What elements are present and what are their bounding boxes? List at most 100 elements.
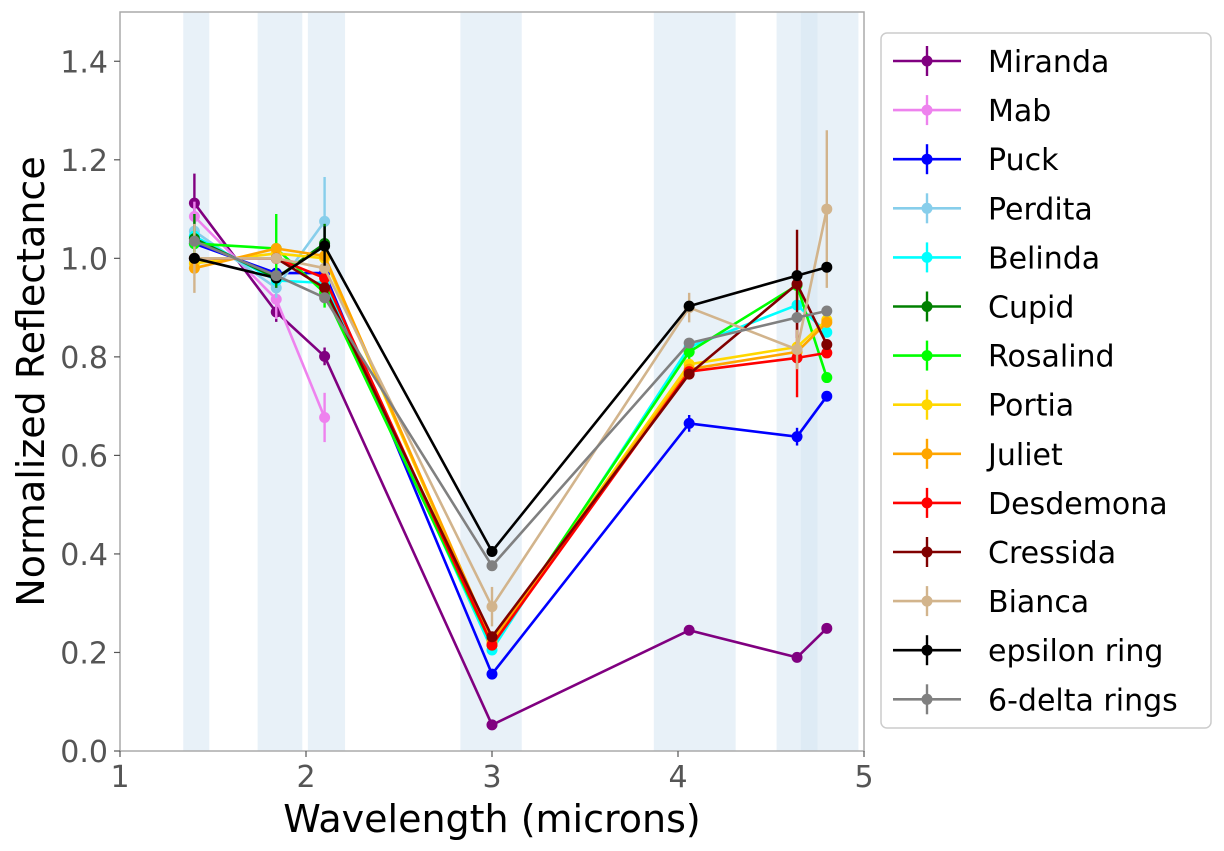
legend-swatch-marker	[921, 497, 933, 509]
data-point	[486, 545, 498, 557]
y-axis-label: Normalized Reflectance	[9, 156, 53, 606]
legend-swatch-marker	[921, 399, 933, 411]
legend-item-epsilon-ring: epsilon ring	[893, 634, 1163, 669]
legend-label: Desdemona	[988, 487, 1168, 522]
data-point	[791, 343, 803, 355]
legend-swatch-marker	[921, 153, 933, 165]
legend-item-desdemona: Desdemona	[893, 487, 1168, 522]
legend-item-miranda: Miranda	[893, 45, 1109, 80]
x-tick-label: 5	[854, 760, 873, 795]
x-tick-label: 1	[110, 760, 129, 795]
legend-item-cupid: Cupid	[893, 291, 1074, 326]
shaded-band-1	[183, 12, 210, 751]
legend-item-portia: Portia	[893, 389, 1074, 424]
legend-item-bianca: Bianca	[893, 585, 1089, 620]
legend-swatch-marker	[921, 350, 933, 362]
data-point	[791, 651, 803, 663]
data-point	[821, 316, 833, 328]
data-point	[319, 240, 331, 252]
data-point	[791, 278, 803, 290]
legend-label: Belinda	[988, 241, 1100, 276]
x-axis-ticks: 1 2 3 4 5	[110, 751, 874, 795]
legend-swatch-marker	[921, 55, 933, 67]
legend-item-juliet: Juliet	[893, 438, 1063, 473]
legend-label: Cressida	[988, 536, 1116, 571]
y-tick-label: 1.4	[60, 45, 108, 80]
legend-label: Perdita	[988, 192, 1093, 227]
legend-item-mab: Mab	[893, 94, 1051, 129]
data-point	[486, 668, 498, 680]
data-point	[683, 417, 695, 429]
data-point	[188, 252, 200, 264]
series-6-delta-rings	[188, 235, 833, 572]
data-point	[270, 270, 282, 282]
y-tick-label: 1.0	[60, 242, 108, 277]
data-point	[486, 601, 498, 613]
data-point	[319, 411, 331, 423]
legend-swatch-marker	[921, 251, 933, 263]
legend-swatch-marker	[921, 595, 933, 607]
data-point	[821, 390, 833, 402]
legend-label: 6-delta rings	[988, 683, 1178, 718]
legend-swatch-marker	[921, 448, 933, 460]
legend-label: Portia	[988, 389, 1074, 424]
legend-item-cressida: Cressida	[893, 536, 1116, 571]
data-point	[270, 252, 282, 264]
data-point	[683, 346, 695, 358]
shaded-band-3	[307, 12, 346, 751]
y-tick-label: 0.8	[60, 341, 108, 376]
x-tick-label: 2	[296, 760, 315, 795]
data-point	[486, 719, 498, 731]
shaded-band-4	[460, 12, 522, 751]
legend-label: Mab	[988, 94, 1051, 129]
data-point	[683, 337, 695, 349]
data-point	[683, 624, 695, 636]
legend-swatch-marker	[921, 693, 933, 705]
legend-swatch-marker	[921, 546, 933, 558]
legend-label: epsilon ring	[988, 634, 1163, 669]
legend-swatch-marker	[921, 202, 933, 214]
data-point	[188, 235, 200, 247]
data-point	[270, 293, 282, 305]
legend: Miranda Mab Puck Perdita Belinda Cupid Rosalin…	[880, 32, 1212, 729]
legend-swatch-marker	[921, 104, 933, 116]
y-axis-ticks: 0.0 0.2 0.4 0.6 0.8 1.0 1.2 1.4	[60, 45, 120, 770]
data-point	[821, 305, 833, 317]
x-tick-label: 4	[668, 760, 687, 795]
legend-label: Juliet	[986, 438, 1063, 473]
shaded-band-7	[800, 12, 818, 751]
legend-label: Puck	[988, 143, 1059, 178]
legend-label: Miranda	[988, 45, 1109, 80]
data-point	[821, 326, 833, 338]
data-point	[791, 431, 803, 443]
data-point	[319, 292, 331, 304]
shaded-band-2	[257, 12, 303, 751]
data-point	[319, 215, 331, 227]
legend-label: Bianca	[988, 585, 1089, 620]
legend-item-rosalind: Rosalind	[893, 340, 1115, 375]
data-point	[791, 311, 803, 323]
y-tick-label: 0.2	[60, 636, 108, 671]
data-point	[683, 300, 695, 312]
series-group	[188, 130, 833, 731]
data-point	[486, 631, 498, 643]
data-point	[319, 262, 331, 274]
legend-label: Rosalind	[988, 340, 1115, 375]
data-point	[821, 622, 833, 634]
data-point	[486, 560, 498, 572]
legend-box	[880, 32, 1212, 729]
y-tick-label: 0.0	[60, 735, 108, 770]
data-point	[791, 270, 803, 282]
data-point	[821, 261, 833, 273]
data-point	[319, 350, 331, 362]
legend-item-puck: Puck	[893, 143, 1059, 178]
y-tick-label: 1.2	[60, 144, 108, 179]
legend-swatch-marker	[921, 301, 933, 312]
data-point	[319, 282, 331, 294]
x-tick-label: 3	[482, 760, 501, 795]
legend-item-belinda: Belinda	[893, 241, 1100, 276]
data-point	[821, 372, 833, 384]
data-point	[821, 203, 833, 215]
legend-swatch-marker	[921, 644, 933, 656]
